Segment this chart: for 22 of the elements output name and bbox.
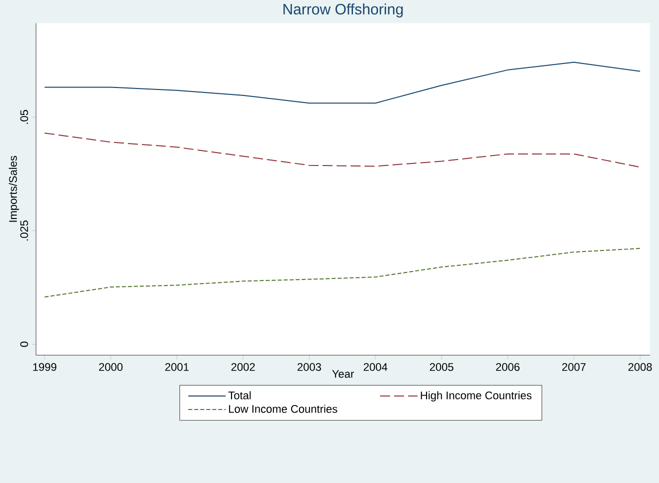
x-tick-label: 2002 bbox=[231, 363, 255, 371]
line-series bbox=[44, 132, 641, 168]
chart-title: Narrow Offshoring bbox=[284, 3, 403, 18]
y-tick-label: 0 bbox=[20, 342, 28, 347]
x-axis-title: Year bbox=[332, 370, 354, 378]
x-tick-label: 2003 bbox=[298, 363, 322, 371]
line-series bbox=[44, 62, 641, 104]
y-axis-title: Imports/Sales bbox=[8, 156, 20, 222]
x-tick-label: 1999 bbox=[33, 363, 56, 371]
x-tick-label: 2007 bbox=[562, 363, 586, 371]
x-tick-label: 2000 bbox=[99, 363, 123, 371]
line-series bbox=[44, 248, 641, 298]
y-tick-label: .025 bbox=[20, 220, 28, 240]
y-tick-label: .05 bbox=[20, 110, 28, 124]
x-tick-label: 2005 bbox=[430, 363, 454, 371]
x-tick-label: 2001 bbox=[165, 363, 189, 371]
legend-label: Low Income Countries bbox=[229, 404, 338, 413]
x-tick-label: 2006 bbox=[496, 363, 520, 371]
x-tick-label: 2004 bbox=[364, 363, 388, 371]
x-tick-label: 2008 bbox=[628, 363, 652, 371]
legend-label: High Income Countries bbox=[420, 391, 532, 402]
legend-label: Total bbox=[228, 391, 251, 400]
